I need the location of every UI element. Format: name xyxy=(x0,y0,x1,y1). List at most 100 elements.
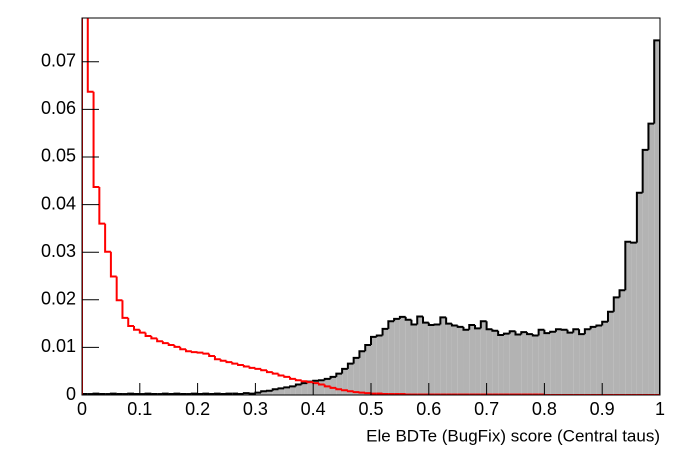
step-edge xyxy=(445,317,452,325)
step-edge xyxy=(289,376,296,380)
step-edge xyxy=(549,330,556,334)
step-edge xyxy=(300,382,308,385)
bar xyxy=(261,391,267,395)
bar xyxy=(405,319,412,395)
step-edge xyxy=(595,324,603,327)
step-edge xyxy=(346,390,354,393)
bar xyxy=(567,332,574,395)
step-edge xyxy=(398,315,406,319)
bar xyxy=(336,373,343,395)
bar xyxy=(619,290,626,395)
step-edge xyxy=(294,383,302,387)
step-edge xyxy=(271,372,279,375)
step-edge xyxy=(271,388,279,391)
step-edge xyxy=(190,351,198,354)
bar xyxy=(636,192,643,395)
step-edge xyxy=(554,328,562,332)
step-edge xyxy=(578,329,585,336)
bar xyxy=(469,325,476,395)
step-edge xyxy=(173,345,181,348)
bar xyxy=(590,326,597,395)
bar xyxy=(359,351,366,395)
step-edge xyxy=(404,316,412,321)
x-tick-label: 0.6 xyxy=(416,399,441,419)
step-edge xyxy=(283,386,291,389)
step-edge xyxy=(161,341,169,345)
step-edge xyxy=(86,18,94,93)
x-tick-label: 0.2 xyxy=(185,399,210,419)
step-edge xyxy=(526,332,533,336)
step-edge xyxy=(416,315,424,325)
step-edge xyxy=(381,327,389,336)
step-edge xyxy=(179,346,187,351)
step-edge xyxy=(312,382,319,385)
step-edge xyxy=(474,325,481,330)
step-edge xyxy=(364,344,371,352)
step-edge xyxy=(121,300,129,319)
bar xyxy=(353,357,360,395)
x-tick-label: 0.5 xyxy=(358,399,383,419)
y-tick-label: 0.06 xyxy=(41,98,76,118)
y-tick-label: 0.01 xyxy=(41,336,76,356)
step-edge xyxy=(167,343,175,347)
step-edge xyxy=(491,329,499,332)
bar xyxy=(347,363,354,395)
step-edge xyxy=(260,390,267,393)
step-edge xyxy=(144,332,152,337)
step-edge xyxy=(329,375,337,379)
step-edge xyxy=(115,276,123,302)
y-tick-label: 0.07 xyxy=(41,51,76,71)
step-edge xyxy=(138,329,146,334)
step-edge xyxy=(624,240,632,291)
step-edge xyxy=(572,328,580,333)
step-edge xyxy=(479,320,487,329)
bar xyxy=(295,384,302,395)
step-edge xyxy=(277,373,285,377)
bar xyxy=(272,389,279,395)
step-edge xyxy=(653,39,660,395)
step-edge xyxy=(630,241,637,244)
bar xyxy=(642,149,649,395)
step-edge xyxy=(537,328,545,336)
bar xyxy=(376,335,383,395)
step-edge xyxy=(531,334,539,337)
bar xyxy=(607,311,614,395)
x-tick-label: 0.3 xyxy=(243,399,268,419)
step-edge xyxy=(606,310,614,322)
step-edge xyxy=(306,381,314,384)
bar xyxy=(440,317,447,395)
step-edge xyxy=(583,328,591,335)
step-edge xyxy=(109,251,117,278)
step-edge xyxy=(456,325,464,328)
step-edge xyxy=(485,321,493,331)
bar xyxy=(596,325,603,395)
bar xyxy=(342,368,348,395)
y-tick-label: 0 xyxy=(66,384,76,404)
step-edge xyxy=(514,331,522,336)
x-tick-label: 0.7 xyxy=(474,399,499,419)
step-edge xyxy=(277,387,285,390)
step-edge xyxy=(618,289,626,298)
step-edge xyxy=(133,325,140,331)
bar xyxy=(318,380,325,395)
step-edge xyxy=(352,391,360,394)
bar xyxy=(365,345,371,395)
y-tick-label: 0.02 xyxy=(41,289,76,309)
bar xyxy=(330,376,337,395)
step-edge xyxy=(300,380,308,383)
step-edge xyxy=(265,370,273,374)
step-edge xyxy=(104,223,111,253)
x-tick-label: 1 xyxy=(655,399,665,419)
bar xyxy=(492,330,499,395)
step-edge xyxy=(242,365,250,368)
bar xyxy=(532,335,539,395)
step-edge xyxy=(248,366,256,369)
bar xyxy=(538,329,545,395)
bar xyxy=(382,328,389,395)
bar xyxy=(579,334,585,395)
bar xyxy=(555,329,562,395)
step-edge xyxy=(341,389,348,392)
step-edge xyxy=(329,386,337,389)
step-edge xyxy=(254,391,262,394)
